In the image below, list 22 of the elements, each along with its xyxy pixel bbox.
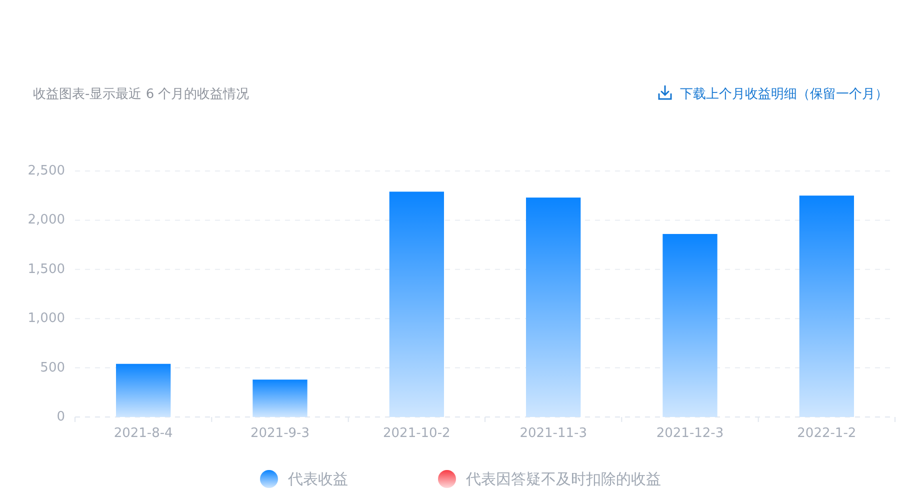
y-tick-label: 2,000 xyxy=(28,212,65,228)
x-tick-label: 2022-1-2 xyxy=(797,426,856,441)
y-tick-label: 0 xyxy=(56,410,65,424)
bar xyxy=(252,380,308,417)
bar xyxy=(116,364,171,417)
legend-label: 代表因答疑不及时扣除的收益 xyxy=(465,470,661,488)
x-tick-label: 2021-8-4 xyxy=(114,426,173,441)
x-tick-label: 2021-11-3 xyxy=(520,426,587,441)
x-tick-label: 2021-12-3 xyxy=(656,426,724,441)
bar xyxy=(389,192,444,417)
y-tick-label: 2,500 xyxy=(28,164,65,178)
legend-label: 代表收益 xyxy=(287,470,348,488)
y-tick-label: 1,500 xyxy=(28,262,65,277)
y-tick-label: 1,000 xyxy=(28,311,65,326)
y-tick-label: 500 xyxy=(40,360,65,376)
bar xyxy=(526,198,581,417)
bar xyxy=(799,196,854,417)
x-tick-label: 2021-9-3 xyxy=(250,426,310,441)
x-tick-label: 2021-10-2 xyxy=(383,426,450,441)
chart-title: 收益图表-显示最近 6 个月的收益情况 xyxy=(33,87,250,102)
bar xyxy=(662,234,718,417)
text: 下载上个月收益明细（保留一个月） xyxy=(680,87,888,102)
